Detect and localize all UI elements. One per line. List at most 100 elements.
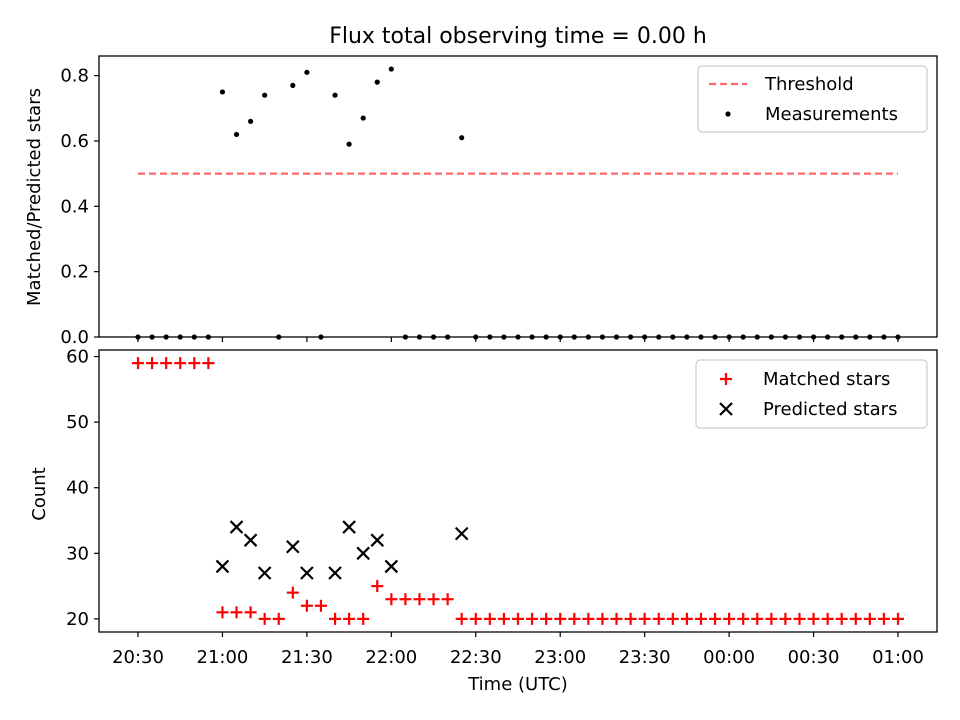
x-tick-label: 23:00 xyxy=(534,647,586,668)
matched-star-point xyxy=(863,612,876,625)
legend-predicted-swatch xyxy=(719,402,733,416)
matched-star-point xyxy=(357,612,370,625)
bottom-y-tick-label: 60 xyxy=(66,347,89,368)
bottom-y-tick-label: 20 xyxy=(66,609,89,630)
matched-star-point xyxy=(160,357,173,370)
measurement-point xyxy=(388,66,394,72)
matched-star-point xyxy=(385,593,398,606)
matched-star-point xyxy=(146,357,159,370)
x-tick-label: 22:00 xyxy=(365,647,417,668)
matched-star-point xyxy=(286,586,299,599)
legend-matched-swatch xyxy=(720,373,732,385)
bottom-legend-box xyxy=(695,359,928,429)
measurement-point xyxy=(374,79,380,85)
x-tick-label: 00:00 xyxy=(703,647,755,668)
matched-star-point xyxy=(694,612,707,625)
matched-star-point xyxy=(483,612,496,625)
matched-star-point xyxy=(877,612,890,625)
top-y-tick-label: 0.8 xyxy=(60,66,89,87)
matched-star-point xyxy=(441,593,454,606)
predicted-star-point xyxy=(286,539,300,554)
top-panel: Flux total observing time = 0.00 h Match… xyxy=(24,24,938,348)
matched-star-point xyxy=(314,599,327,612)
matched-star-point xyxy=(807,612,820,625)
predicted-star-point xyxy=(454,526,469,541)
matched-star-point xyxy=(455,612,468,625)
matched-star-point xyxy=(779,612,792,625)
predicted-star-point xyxy=(342,520,356,534)
bottom-y-tick-label: 30 xyxy=(66,543,89,564)
predicted-star-point xyxy=(370,533,385,547)
matched-star-point xyxy=(638,612,651,625)
matched-star-point xyxy=(413,593,426,606)
measurement-point xyxy=(346,141,352,147)
matched-star-point xyxy=(272,612,285,625)
matched-star-point xyxy=(230,606,243,619)
legend-measurements-label: Measurements xyxy=(765,104,898,125)
matched-star-point xyxy=(216,606,229,619)
matched-star-point xyxy=(568,612,581,625)
bottom-y-tick-label: 50 xyxy=(66,412,89,433)
predicted-star-point xyxy=(300,566,314,580)
predicted-star-point xyxy=(215,559,230,574)
matched-star-point xyxy=(821,612,834,625)
matched-star-point xyxy=(399,593,412,606)
legend-predicted-label: Predicted stars xyxy=(763,399,897,420)
matched-star-point xyxy=(427,593,440,606)
measurement-point xyxy=(459,135,465,141)
top-legend: Threshold Measurements xyxy=(697,65,928,133)
top-y-tick-label: 0.6 xyxy=(60,131,89,152)
x-tick-label: 01:00 xyxy=(872,647,924,668)
x-axis-label: Time (UTC) xyxy=(467,674,568,695)
predicted-star-point xyxy=(229,520,244,534)
legend-matched-label: Matched stars xyxy=(763,369,890,390)
matched-star-point xyxy=(892,612,904,625)
x-tick-label: 22:30 xyxy=(450,647,502,668)
top-plot-frame xyxy=(98,55,938,338)
matched-star-point xyxy=(371,580,384,593)
measurement-point xyxy=(290,82,296,89)
predicted-star-point xyxy=(356,546,370,561)
matched-star-point xyxy=(174,357,187,370)
measurement-point xyxy=(332,92,338,98)
matched-star-point xyxy=(666,612,679,625)
matched-star-point xyxy=(582,612,595,625)
predicted-star-point xyxy=(243,533,258,547)
matched-star-point xyxy=(526,612,539,625)
x-tick-label: 21:00 xyxy=(197,647,249,668)
bottom-y-tick-label: 40 xyxy=(66,478,89,499)
measurement-point xyxy=(219,89,226,95)
matched-star-point xyxy=(680,612,693,625)
legend-measurements-swatch xyxy=(725,111,731,117)
matched-star-point xyxy=(765,612,778,625)
measurement-point xyxy=(262,92,268,98)
predicted-star-point xyxy=(384,559,399,574)
measurement-point xyxy=(247,118,254,124)
x-tick-label: 20:30 xyxy=(112,647,164,668)
matched-star-point xyxy=(751,612,764,625)
matched-star-point xyxy=(793,612,806,625)
top-y-axis-label: Matched/Predicted stars xyxy=(24,88,45,306)
matched-star-point xyxy=(329,612,342,625)
matched-star-point xyxy=(300,599,313,612)
chart-title: Flux total observing time = 0.00 h xyxy=(329,24,707,49)
matched-star-point xyxy=(596,612,609,625)
predicted-star-point xyxy=(328,566,342,580)
x-tick-label: 00:30 xyxy=(788,647,840,668)
matched-star-point xyxy=(132,357,144,370)
matched-star-point xyxy=(343,612,356,625)
matched-star-point xyxy=(554,612,567,625)
bottom-panel: Count Time (UTC) 20 30 40 50 60 20:30 21:00 21… xyxy=(29,347,938,695)
top-y-tick-label: 0.0 xyxy=(60,327,89,348)
top-y-tick-label: 0.4 xyxy=(60,196,89,217)
predicted-star-point xyxy=(257,566,272,580)
matched-star-point xyxy=(512,612,524,625)
matched-star-point xyxy=(497,612,510,625)
matched-star-point xyxy=(610,612,623,625)
matched-star-point xyxy=(624,612,637,625)
top-legend-box xyxy=(697,65,928,133)
matched-star-point xyxy=(258,612,271,625)
top-y-tick-label: 0.2 xyxy=(60,262,89,283)
x-tick-label: 23:30 xyxy=(619,647,671,668)
matched-star-point xyxy=(244,606,257,619)
